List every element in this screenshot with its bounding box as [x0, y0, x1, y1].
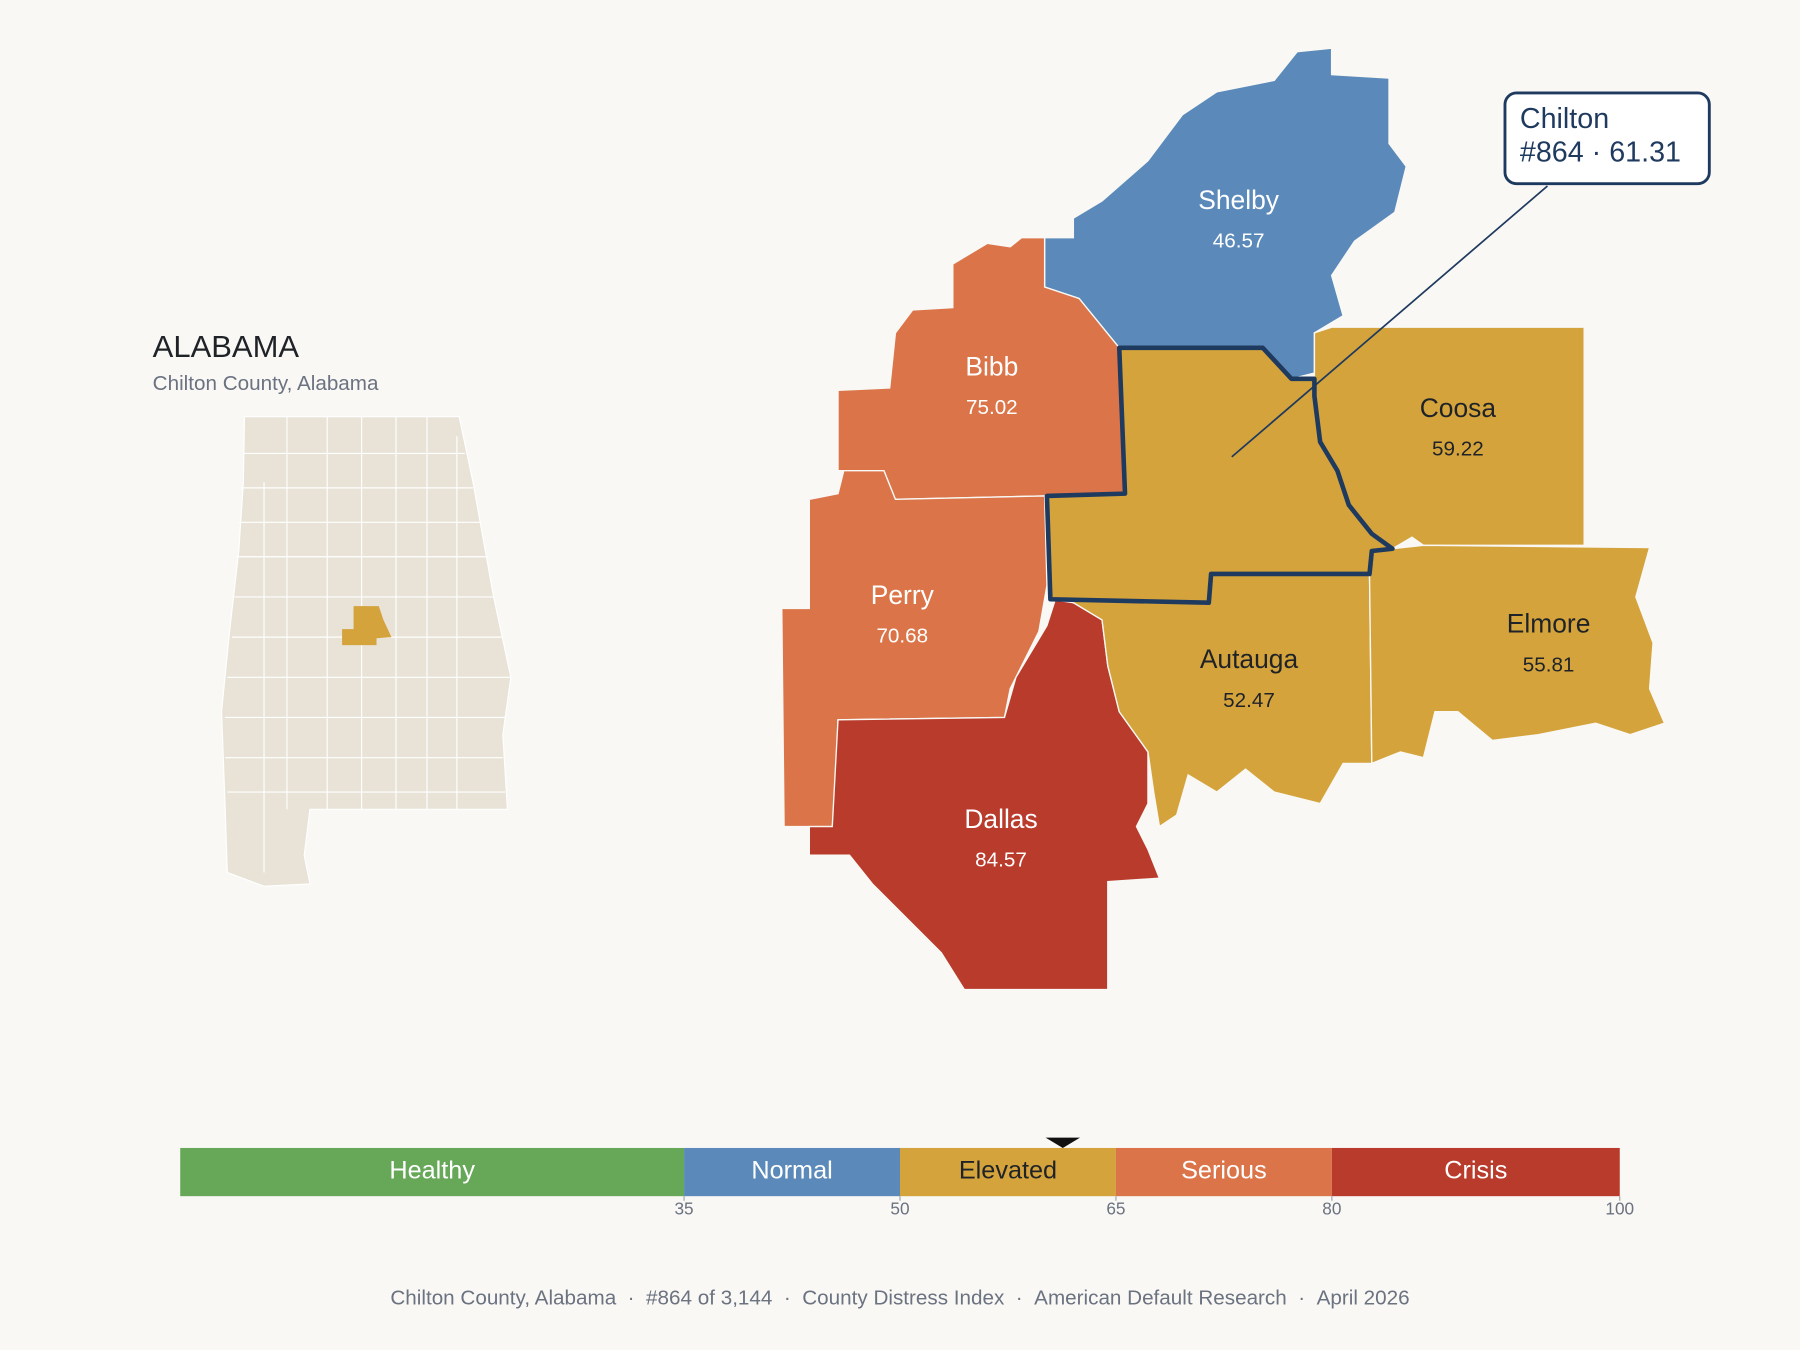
footer-separator: ·: [1298, 1287, 1305, 1310]
inset-focus-county: [342, 606, 392, 646]
callout-label: #864 · 61.31: [1520, 136, 1681, 168]
county-value: 75.02: [966, 396, 1018, 419]
scale-band-label: Serious: [1181, 1157, 1267, 1185]
scale-tick-label: 100: [1605, 1198, 1634, 1218]
scale-tick-label: 65: [1106, 1198, 1125, 1218]
footer-item: April 2026: [1317, 1287, 1410, 1310]
county-name: Autauga: [1200, 644, 1299, 674]
county-layer: Shelby 46.57 Bibb 75.02 Perry 70.68 Dallas 84.5…: [781, 47, 1666, 991]
callout-box: [1503, 91, 1711, 186]
state-title: ALABAMA: [153, 329, 300, 364]
state-subtitle: Chilton County, Alabama: [153, 372, 379, 395]
county-shape: [1368, 544, 1666, 765]
focus-county-shape: [1044, 345, 1395, 605]
county-value: 84.57: [975, 848, 1027, 871]
scale-tick-label: 35: [674, 1198, 693, 1218]
county-name: Coosa: [1420, 393, 1497, 423]
scale-band: [180, 1147, 685, 1197]
footer-separator: ·: [784, 1287, 791, 1310]
footer-item: Chilton County, Alabama: [390, 1287, 616, 1310]
scale-tick-label: 80: [1322, 1198, 1341, 1218]
scale-marker: [1045, 1137, 1081, 1148]
scale-band-label: Crisis: [1444, 1157, 1507, 1185]
county-value: 55.81: [1523, 653, 1575, 676]
state-shape: [220, 416, 512, 887]
scale-band-label: Normal: [751, 1157, 832, 1185]
county-name: Elmore: [1507, 609, 1591, 639]
scale-band-label: Healthy: [389, 1157, 475, 1185]
callout-leader: [1231, 185, 1549, 458]
scale-band: [1115, 1147, 1332, 1197]
scale-band: [684, 1147, 900, 1197]
county-shape: [781, 469, 1048, 828]
distress-scale: Healthy Normal Elevated Serious Crisis 35 50 65…: [180, 1137, 1634, 1218]
footer-separator: ·: [628, 1287, 635, 1310]
county-name: Perry: [871, 580, 935, 610]
county-value: 52.47: [1223, 689, 1275, 712]
callout: Chilton #864 · 61.31: [1231, 91, 1711, 458]
county-name: Bibb: [965, 351, 1018, 381]
footer-separator: ·: [1016, 1287, 1023, 1310]
county-value: 70.68: [876, 625, 928, 648]
county-value: 59.22: [1432, 437, 1484, 460]
callout-name: Chilton: [1520, 103, 1609, 135]
footer: Chilton County, Alabama · #864 of 3,144 · Co…: [390, 1287, 1409, 1310]
state-inset: [220, 416, 512, 887]
county-value: 46.57: [1213, 230, 1265, 253]
county-name: Shelby: [1198, 185, 1279, 215]
scale-tick-label: 50: [890, 1198, 909, 1218]
footer-item: County Distress Index: [802, 1287, 1005, 1310]
scale-band: [1331, 1147, 1620, 1197]
scale-band: [900, 1147, 1116, 1197]
footer-item: American Default Research: [1034, 1287, 1287, 1310]
county-name: Dallas: [964, 804, 1037, 834]
footer-item: #864 of 3,144: [646, 1287, 772, 1310]
scale-band-label: Elevated: [959, 1157, 1057, 1185]
